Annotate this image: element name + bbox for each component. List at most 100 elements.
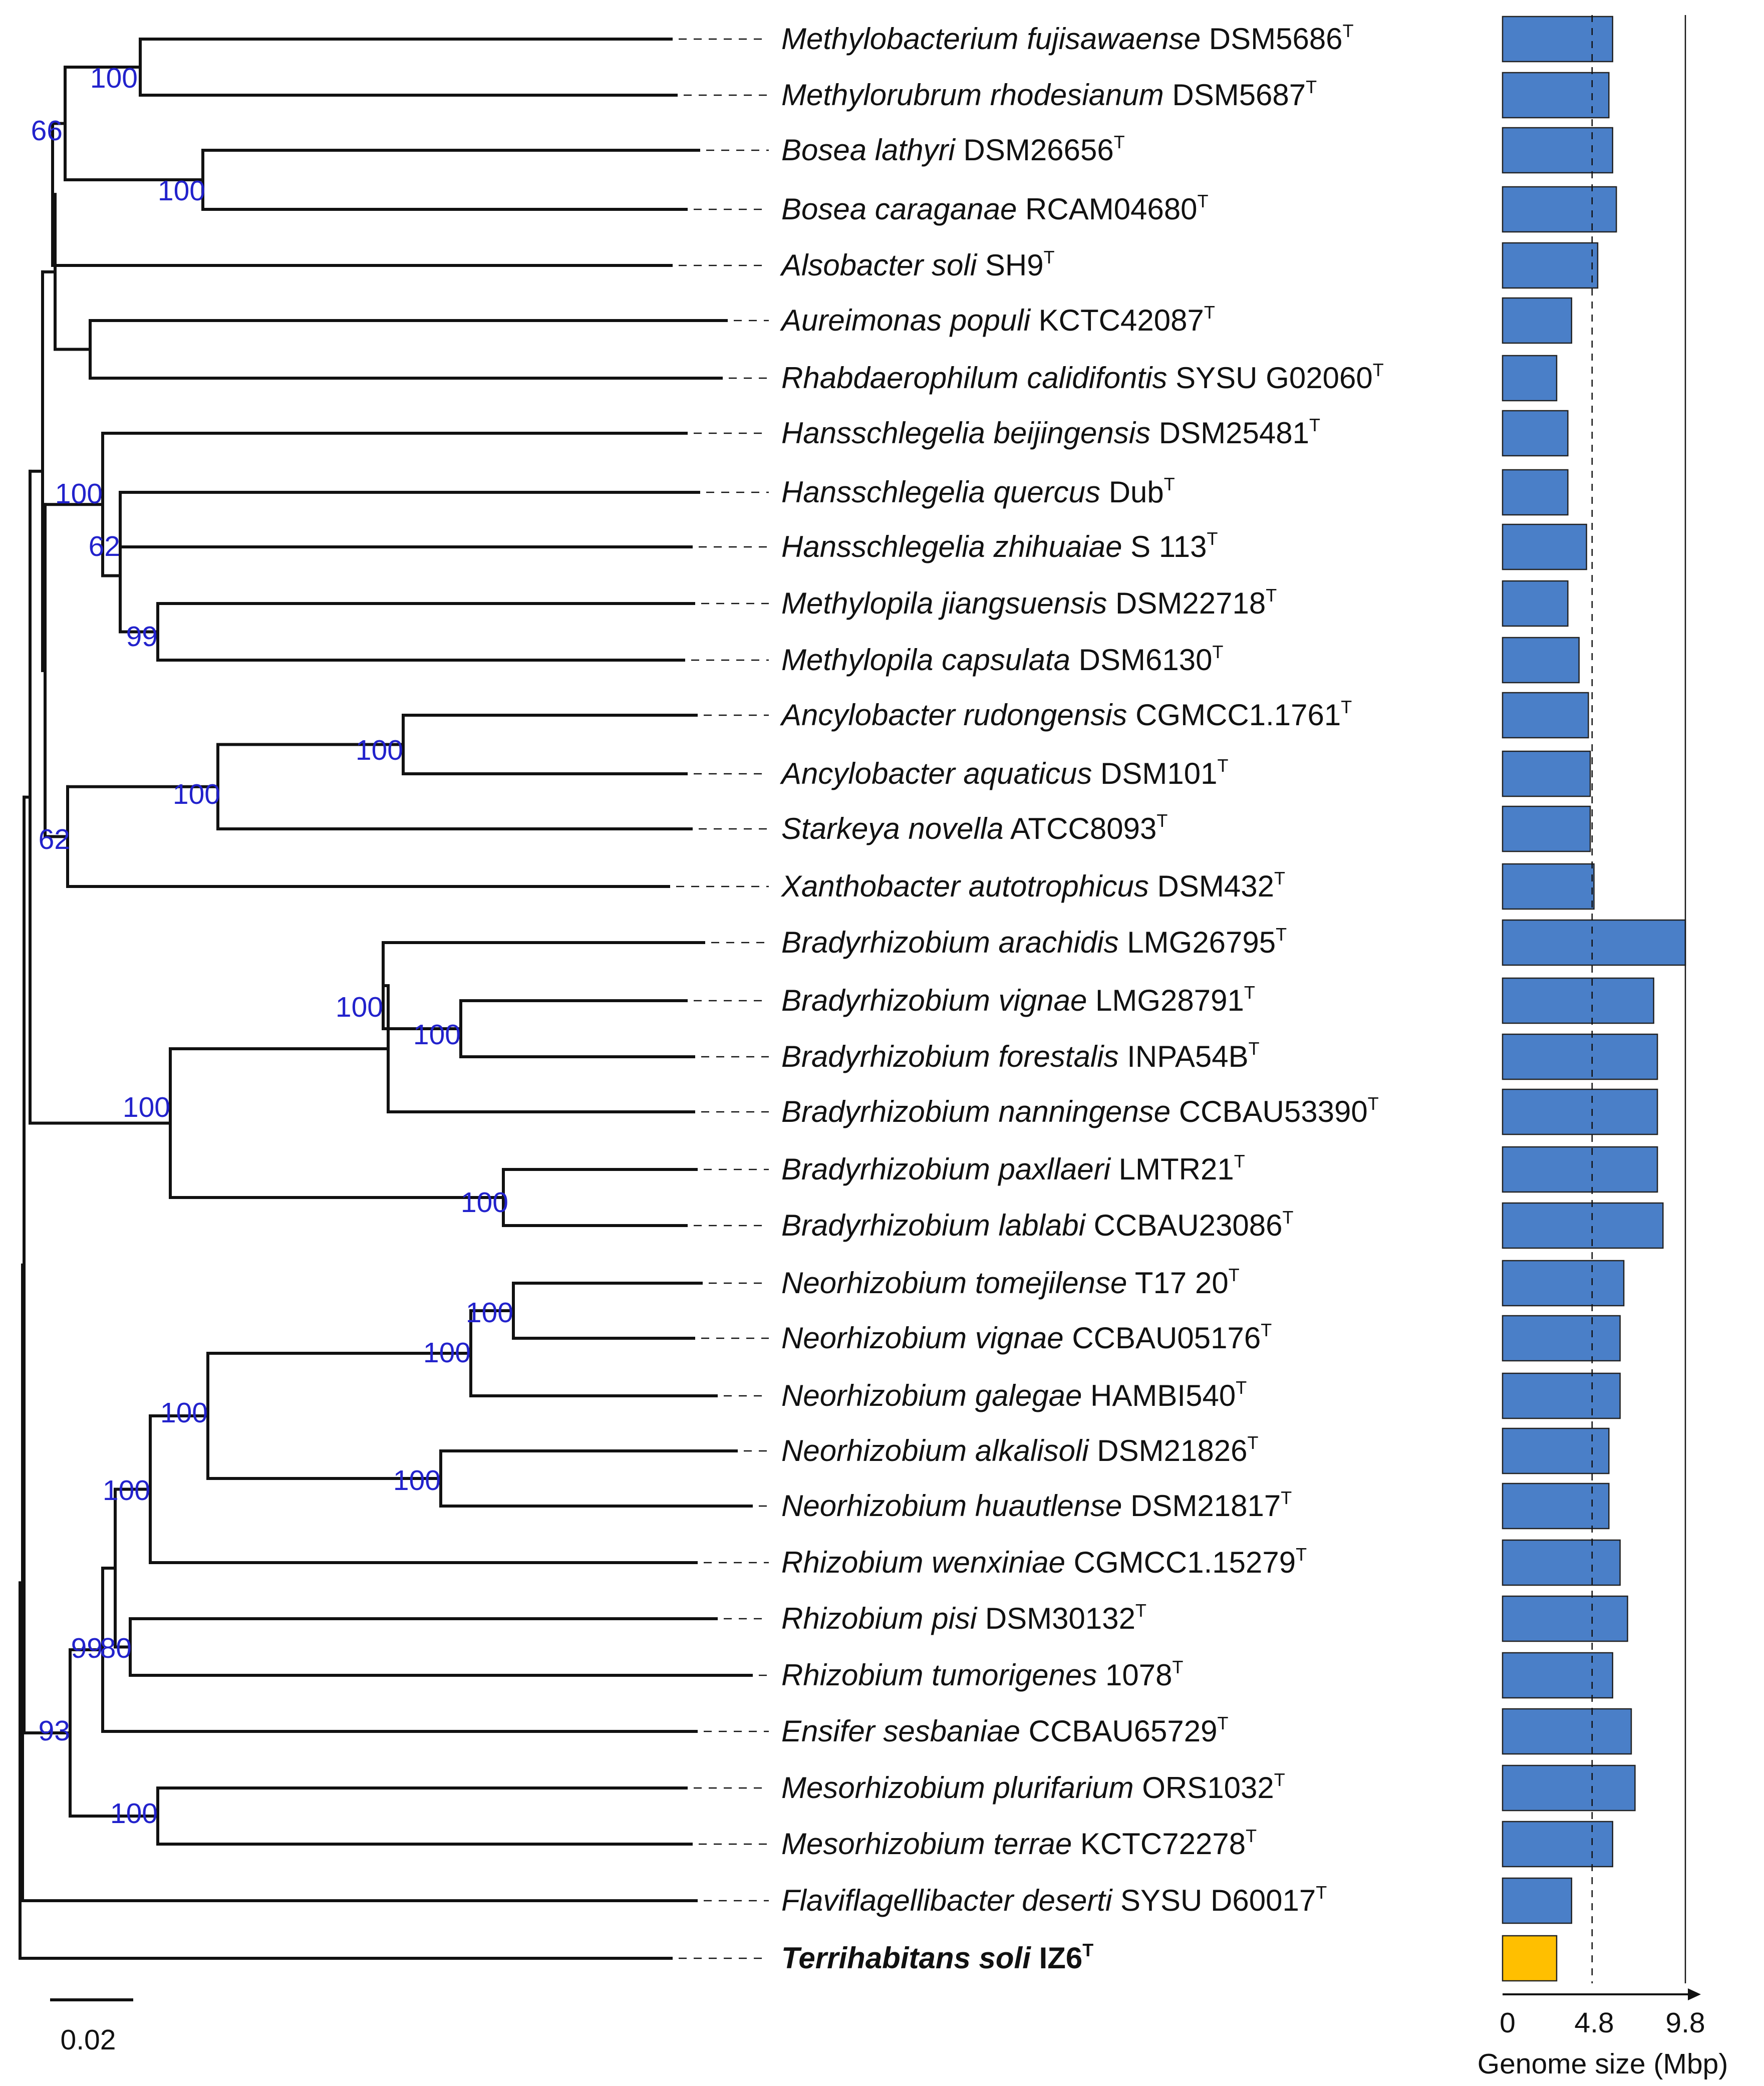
type-strain-mark: T: [1247, 1432, 1258, 1453]
taxon-label: Flaviflagellibacter deserti SYSU D60017T: [781, 1882, 1327, 1917]
taxon-label: Hansschlegelia zhihuaiae S 113T: [781, 528, 1218, 563]
taxon-label: Xanthobacter autotrophicus DSM432T: [780, 868, 1285, 903]
bootstrap-label: 100: [173, 778, 220, 810]
species-name: Bradyrhizobium lablabi: [781, 1209, 1086, 1242]
genome-size-bar: [1502, 127, 1613, 174]
taxon-label: Alsobacter soli SH9T: [780, 247, 1055, 282]
type-strain-mark: T: [1368, 1093, 1379, 1114]
genome-size-bar: [1502, 1033, 1658, 1080]
bootstrap-label: 100: [158, 175, 205, 207]
genome-size-bar: [1502, 977, 1654, 1024]
genome-size-bar: [1502, 1146, 1658, 1193]
bootstrap-label: 100: [103, 1474, 150, 1507]
taxon-labels: Methylobacterium fujisawaense DSM5686T Me…: [676, 21, 1384, 1975]
species-name: Rhizobium tumorigenes: [781, 1658, 1097, 1692]
taxon-label: Hansschlegelia quercus DubT: [781, 474, 1175, 509]
type-strain-mark: T: [1281, 1487, 1292, 1508]
species-name: Neorhizobium galegae: [781, 1379, 1082, 1412]
bootstrap-label: 99: [71, 1632, 103, 1664]
genome-size-bar: [1502, 186, 1617, 233]
taxon-label: Neorhizobium huautlense DSM21817T: [781, 1487, 1292, 1523]
type-strain-mark: T: [1316, 1882, 1327, 1903]
genome-size-bar: [1502, 1935, 1558, 1982]
species-name: Rhizobium pisi: [781, 1602, 978, 1635]
taxon-label: Aureimonas populi KCTC42087T: [780, 302, 1215, 337]
species-name: Methylopila jiangsuensis: [781, 586, 1107, 620]
taxon-label: Neorhizobium vignae CCBAU05176T: [781, 1320, 1272, 1355]
strain-name: KCTC42087: [1030, 304, 1204, 337]
taxon-label: Neorhizobium tomejilense T17 20T: [781, 1265, 1240, 1300]
type-strain-mark: T: [1234, 1151, 1245, 1171]
species-name: Neorhizobium huautlense: [781, 1489, 1122, 1523]
strain-name: IZ6: [1031, 1941, 1082, 1975]
species-name: Bradyrhizobium arachidis: [781, 926, 1119, 959]
strain-name: ATCC8093: [1004, 812, 1157, 845]
strain-name: KCTC72278: [1072, 1827, 1246, 1861]
genome-size-bar: [1502, 1088, 1658, 1135]
strain-name: RCAM04680: [1017, 192, 1197, 226]
type-strain-mark: T: [1341, 697, 1352, 717]
type-strain-mark: T: [1114, 132, 1125, 152]
taxon-label: Bradyrhizobium forestalis INPA54BT: [781, 1038, 1260, 1073]
species-name: Hansschlegelia zhihuaiae: [781, 530, 1122, 563]
type-strain-mark: T: [1218, 1713, 1229, 1733]
species-name: Bosea lathyri: [781, 133, 956, 167]
genome-size-bar: [1502, 1482, 1610, 1530]
bootstrap-labels: 100 100 66 99 62 100 100 100 62 100 100 100 100 100 10…: [31, 62, 513, 1830]
bootstrap-label: 99: [126, 621, 158, 653]
strain-name: CCBAU65729: [1020, 1714, 1218, 1748]
strain-name: LMG28791: [1087, 984, 1244, 1017]
strain-name: 1078: [1097, 1658, 1172, 1692]
genome-size-bar: [1502, 919, 1686, 966]
bootstrap-label: 100: [356, 734, 403, 766]
strain-name: DSM5687: [1164, 78, 1306, 112]
strain-name: DSM432: [1149, 869, 1274, 903]
genome-size-axis: 0 4.8 9.8 Genome size (Mbp): [1478, 1988, 1728, 2080]
genome-size-bar: [1502, 1260, 1625, 1307]
taxon-label: Rhizobium pisi DSM30132T: [781, 1600, 1146, 1635]
type-strain-mark: T: [1261, 1320, 1272, 1340]
genome-size-bar: [1502, 805, 1591, 852]
species-name: Ancylobacter rudongensis: [780, 698, 1127, 732]
type-strain-mark: T: [1343, 21, 1354, 41]
species-name: Rhizobium wenxiniae: [781, 1546, 1065, 1579]
genome-size-bar: [1502, 1595, 1628, 1642]
axis-arrow-icon: [1688, 1988, 1701, 2000]
taxon-label: Ensifer sesbaniae CCBAU65729T: [781, 1713, 1229, 1748]
species-name: Hansschlegelia quercus: [781, 475, 1100, 509]
strain-name: T17 20: [1127, 1266, 1228, 1300]
genome-size-bar: [1502, 72, 1610, 119]
taxon-label: Bradyrhizobium arachidis LMG26795T: [781, 924, 1287, 959]
taxon-label: Bradyrhizobium lablabi CCBAU23086T: [781, 1207, 1294, 1242]
type-strain-mark: T: [1246, 1826, 1257, 1846]
strain-name: CCBAU53390: [1170, 1095, 1368, 1128]
species-name: Neorhizobium alkalisoli: [781, 1434, 1089, 1467]
bootstrap-label: 100: [160, 1397, 208, 1429]
species-name: Terrihabitans soli: [781, 1941, 1031, 1975]
species-name: Xanthobacter autotrophicus: [780, 869, 1149, 903]
genome-size-bar: [1502, 1315, 1621, 1362]
type-strain-mark: T: [1274, 868, 1285, 888]
taxon-label: Hansschlegelia beijingensis DSM25481T: [781, 415, 1320, 450]
type-strain-mark: T: [1082, 1940, 1093, 1960]
genome-size-bar: [1502, 355, 1558, 402]
taxon-label: Terrihabitans soli IZ6T: [781, 1940, 1093, 1975]
strain-name: CGMCC1.1761: [1127, 698, 1341, 732]
genome-size-bars: [1502, 15, 1686, 1983]
taxon-label: Neorhizobium alkalisoli DSM21826T: [781, 1432, 1258, 1467]
type-strain-mark: T: [1229, 1265, 1240, 1285]
species-name: Ancylobacter aquaticus: [780, 757, 1092, 790]
taxon-label: Rhizobium wenxiniae CGMCC1.15279T: [781, 1544, 1307, 1579]
species-name: Rhabdaerophilum calidifontis: [781, 361, 1167, 395]
species-name: Aureimonas populi: [780, 304, 1031, 337]
taxon-label: Methylobacterium fujisawaense DSM5686T: [781, 21, 1354, 56]
type-strain-mark: T: [1309, 415, 1320, 435]
type-strain-mark: T: [1266, 585, 1277, 606]
type-strain-mark: T: [1044, 247, 1055, 267]
bootstrap-label: 100: [466, 1297, 513, 1329]
genome-size-bar: [1502, 863, 1595, 910]
species-name: Neorhizobium tomejilense: [781, 1266, 1127, 1300]
strain-name: DSM25481: [1150, 416, 1309, 450]
bootstrap-label: 62: [39, 823, 70, 855]
type-strain-mark: T: [1276, 924, 1287, 945]
